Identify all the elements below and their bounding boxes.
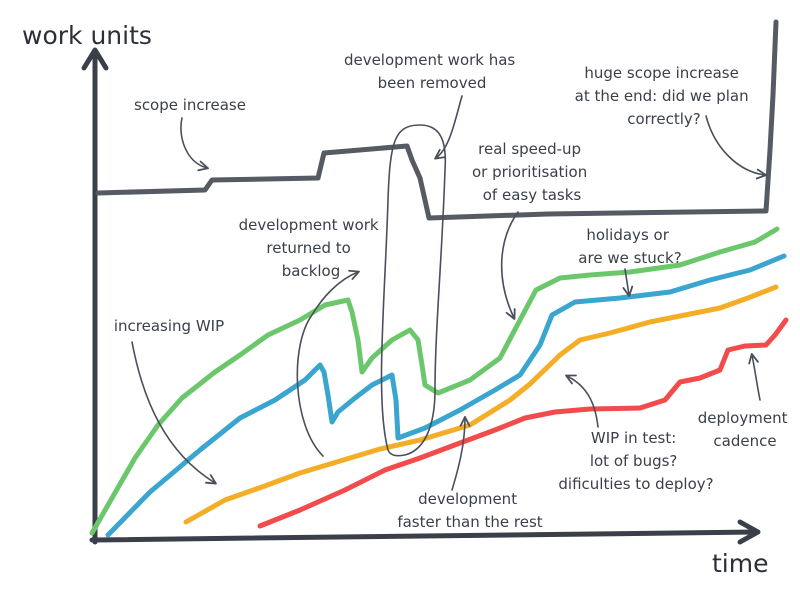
series-orange: [183, 284, 779, 525]
x-axis-arrowhead: [737, 519, 761, 545]
series-red: [257, 317, 789, 529]
axes: [81, 47, 761, 545]
note-deployment-cadence: deployment cadence: [698, 409, 793, 450]
y-axis-label: work units: [22, 21, 152, 50]
arrow-scope-increase: [180, 117, 209, 172]
x-axis: [89, 529, 759, 543]
note-dev-faster: development faster than the rest: [397, 490, 542, 531]
note-returned-backlog: development work returned to backlog: [239, 216, 384, 280]
note-holidays: holidays or are we stuck?: [578, 226, 681, 267]
arrow-wip-test: [565, 374, 599, 428]
note-wip-test: WIP in test: lot of bugs? dificulties to…: [558, 429, 713, 493]
arrow-huge-scope: [705, 115, 768, 180]
note-dev-removed: development work has been removed: [344, 51, 520, 92]
arrow-speed-up: [500, 211, 519, 320]
series-blue: [105, 253, 787, 538]
arrow-increasing-wip: [131, 341, 217, 485]
arrow-dev-removed: [434, 95, 463, 160]
note-scope-increase: scope increase: [134, 96, 246, 114]
scope-line: [95, 19, 779, 221]
annotation-arrows: [131, 95, 768, 491]
y-axis-arrowhead: [81, 47, 109, 71]
arrow-deployment-cadence: [748, 353, 761, 401]
arrow-dev-faster: [451, 415, 471, 491]
highlight-loop: [380, 124, 447, 457]
arrow-holidays: [622, 268, 634, 298]
arrow-returned-backlog: [296, 269, 360, 457]
note-increasing-wip: increasing WIP: [114, 317, 224, 335]
series-green: [89, 226, 780, 536]
note-speed-up: real speed-up or prioritisation of easy …: [472, 140, 592, 204]
x-axis-label: time: [712, 549, 768, 578]
note-huge-scope: huge scope increase at the end: did we p…: [575, 64, 754, 128]
